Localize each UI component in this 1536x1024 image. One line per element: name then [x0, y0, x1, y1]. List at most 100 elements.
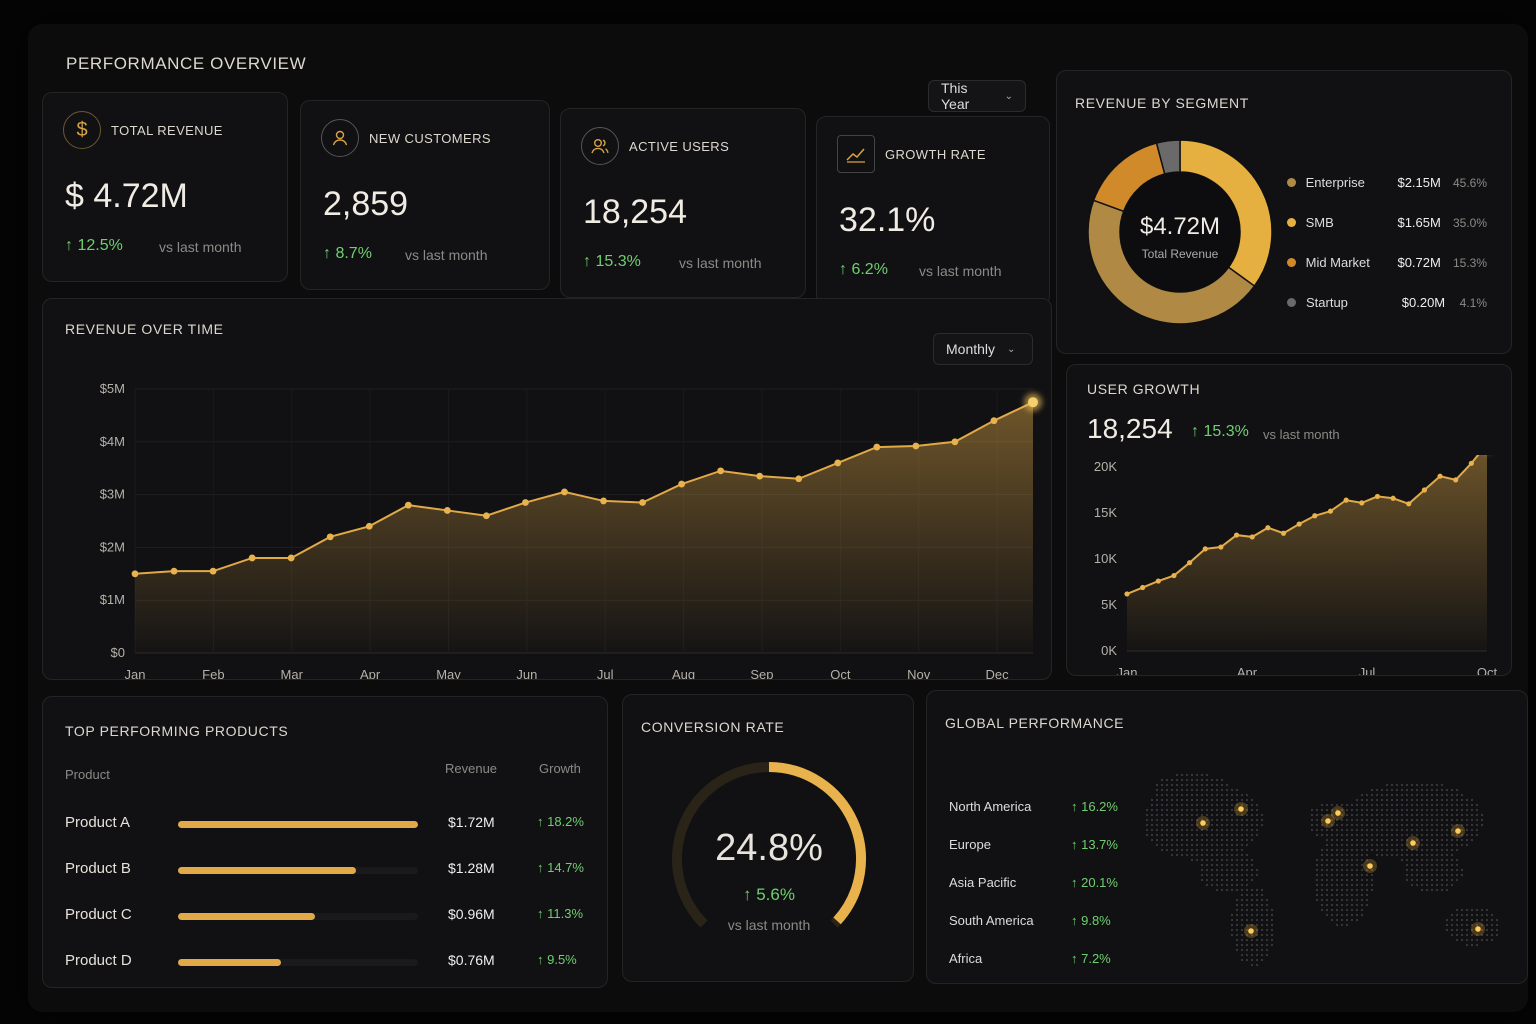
map-dot	[1325, 893, 1329, 897]
kpi-card-active-users[interactable]: ACTIVE USERS 18,254 ↑ 15.3% vs last mont…	[560, 108, 806, 298]
granularity-select[interactable]: Monthly ⌄	[933, 333, 1033, 365]
revenue-area-chart: $0 $1M $2M $3M $4M $5M Jan Feb Mar Apr May Jun Jul Au…	[100, 381, 1042, 679]
map-dot	[1380, 788, 1384, 792]
map-dot	[1330, 858, 1334, 862]
map-dot	[1255, 898, 1259, 902]
user-growth-vs: vs last month	[1263, 427, 1340, 442]
map-dot	[1340, 903, 1344, 907]
map-dot	[1205, 863, 1209, 867]
map-dot	[1210, 788, 1214, 792]
map-dot	[1440, 823, 1444, 827]
map-dot	[1350, 803, 1354, 807]
map-dot	[1235, 798, 1239, 802]
map-dot	[1175, 848, 1179, 852]
map-dot	[1340, 918, 1344, 922]
map-dot	[1195, 818, 1199, 822]
segment-donut-chart	[1087, 139, 1273, 325]
product-growth: ↑ 18.2%	[537, 814, 584, 829]
data-point	[1218, 544, 1224, 550]
kpi-change: ↑ 15.3%	[583, 253, 641, 270]
map-dot	[1435, 858, 1439, 862]
growth-column-header: Growth	[539, 761, 581, 776]
period-select[interactable]: This Year ⌄	[928, 80, 1026, 112]
product-row[interactable]: Product A $1.72M ↑ 18.2%	[65, 809, 605, 839]
map-dot	[1335, 823, 1339, 827]
segment-row[interactable]: SMB $1.65M 35.0%	[1287, 215, 1487, 230]
map-dot	[1200, 868, 1204, 872]
map-dot	[1215, 818, 1219, 822]
map-dot	[1360, 853, 1364, 857]
map-dot	[1245, 923, 1249, 927]
kpi-vs-label: vs last month	[919, 263, 1002, 279]
x-tick-label: Jul	[1359, 665, 1376, 675]
map-dot	[1360, 838, 1364, 842]
map-dot	[1235, 948, 1239, 952]
map-dot	[1385, 848, 1389, 852]
data-point	[1327, 508, 1334, 514]
map-dot	[1220, 813, 1224, 817]
map-dot	[1155, 803, 1159, 807]
segment-row[interactable]: Mid Market $0.72M 15.3%	[1287, 255, 1487, 270]
map-dot	[1405, 788, 1409, 792]
map-dot	[1250, 808, 1254, 812]
map-dot	[1205, 848, 1209, 852]
map-dot	[1455, 808, 1459, 812]
map-dot	[1200, 813, 1204, 817]
segment-row[interactable]: Enterprise $2.15M 45.6%	[1287, 175, 1487, 190]
y-tick-label: 20K	[1094, 459, 1117, 474]
map-dot	[1165, 803, 1169, 807]
data-point	[1296, 521, 1302, 527]
map-dot	[1325, 898, 1329, 902]
map-dot	[1200, 873, 1204, 877]
product-row[interactable]: Product D $0.76M ↑ 9.5%	[65, 947, 605, 977]
map-dot	[1420, 883, 1424, 887]
map-dot	[1170, 818, 1174, 822]
kpi-card-new-customers[interactable]: NEW CUSTOMERS 2,859 ↑ 8.7% vs last month	[300, 100, 550, 290]
map-dot	[1230, 918, 1234, 922]
map-dot	[1270, 908, 1274, 912]
product-row[interactable]: Product C $0.96M ↑ 11.3%	[65, 901, 605, 931]
segment-title: REVENUE BY SEGMENT	[1075, 95, 1249, 111]
map-dot	[1445, 853, 1449, 857]
map-dot	[1180, 808, 1184, 812]
map-dot	[1360, 913, 1364, 917]
map-dot	[1465, 798, 1469, 802]
map-dot	[1335, 818, 1339, 822]
map-dot	[1185, 803, 1189, 807]
map-dot	[1440, 858, 1444, 862]
map-dot	[1340, 808, 1344, 812]
map-dot	[1380, 843, 1384, 847]
map-dot	[1340, 923, 1344, 927]
map-dot	[1320, 888, 1324, 892]
map-dot	[1360, 893, 1364, 897]
map-dot	[1245, 888, 1249, 892]
map-dot	[1470, 823, 1474, 827]
map-dot	[1360, 888, 1364, 892]
map-dot	[1225, 853, 1229, 857]
segment-row[interactable]: Startup $0.20M 4.1%	[1287, 295, 1487, 310]
map-dot	[1415, 793, 1419, 797]
kpi-label: ACTIVE USERS	[629, 139, 730, 154]
map-dot	[1335, 918, 1339, 922]
map-dot	[1250, 833, 1254, 837]
map-dot	[1465, 828, 1469, 832]
map-dot	[1420, 878, 1424, 882]
map-dot	[1315, 883, 1319, 887]
x-tick-label: Jan	[125, 667, 146, 679]
kpi-card-total-revenue[interactable]: $ TOTAL REVENUE $ 4.72M ↑ 12.5% vs last …	[42, 92, 288, 282]
data-point	[365, 522, 373, 530]
map-dot	[1365, 808, 1369, 812]
kpi-card-growth-rate[interactable]: GROWTH RATE 32.1% ↑ 6.2% vs last month	[816, 116, 1050, 306]
map-dot	[1370, 873, 1374, 877]
data-point	[1233, 532, 1240, 538]
map-dot	[1195, 773, 1199, 777]
product-row[interactable]: Product B $1.28M ↑ 14.7%	[65, 855, 605, 885]
x-tick-label: Nov	[907, 667, 931, 679]
map-dot	[1350, 848, 1354, 852]
map-dot	[1235, 938, 1239, 942]
x-tick-label: May	[436, 667, 461, 679]
map-dot	[1450, 873, 1454, 877]
segment-name: Enterprise	[1305, 175, 1365, 190]
map-dot	[1240, 803, 1244, 807]
map-dot	[1470, 798, 1474, 802]
